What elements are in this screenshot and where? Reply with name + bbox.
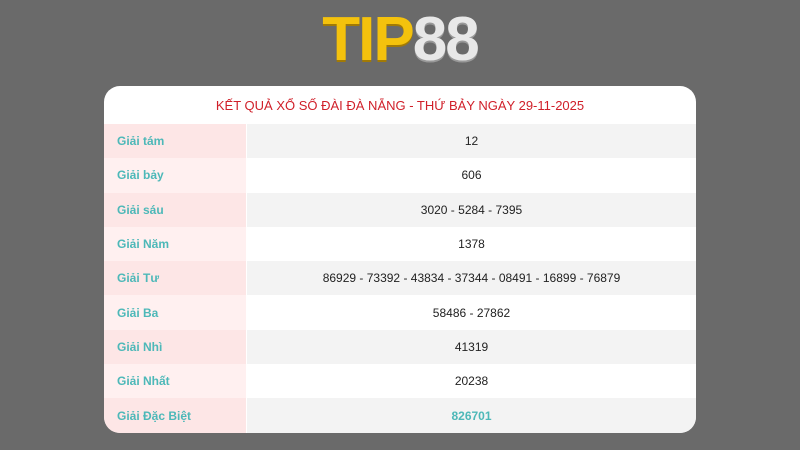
prize-value: 12 [247, 124, 696, 159]
table-row: Giải tám 12 [104, 124, 696, 159]
table-row: Giải sáu 3020 - 5284 - 7395 [104, 192, 696, 227]
prize-value: 86929 - 73392 - 43834 - 37344 - 08491 - … [247, 261, 696, 296]
table-body: Giải tám 12 Giải bảy 606 Giải sáu 3020 - 52… [104, 124, 696, 433]
prize-label: Giải bảy [104, 158, 247, 193]
prize-label: Giải Năm [104, 226, 247, 262]
prize-label: Giải Đặc Biệt [104, 398, 247, 433]
prize-value: 1378 [247, 226, 696, 262]
table-row-special: Giải Đặc Biệt 826701 [104, 398, 696, 433]
table-row: Giải Nhất 20238 [104, 364, 696, 399]
table-row: Giải Ba 58486 - 27862 [104, 295, 696, 330]
table-row: Giải Nhì 41319 [104, 329, 696, 365]
prize-label: Giải Tư [104, 261, 247, 296]
logo-tip: TIP [322, 4, 414, 74]
prize-value: 3020 - 5284 - 7395 [247, 192, 696, 227]
prize-value: 58486 - 27862 [247, 295, 696, 330]
prize-label: Giải Ba [104, 295, 247, 330]
prize-value: 606 [247, 158, 696, 193]
table-title: KẾT QUẢ XỔ SỐ ĐÀI ĐÀ NẴNG - THỨ BẢY NGÀY… [215, 97, 585, 113]
special-prize-value: 826701 [247, 398, 696, 433]
logo-88: 88 [412, 4, 480, 74]
table-row: Giải bảy 606 [104, 158, 696, 193]
prize-label: Giải tám [104, 124, 247, 159]
tip88-logo: TIP 88 [300, 4, 500, 74]
prize-value: 20238 [247, 364, 696, 399]
prize-value: 41319 [247, 329, 696, 365]
table-row: Giải Tư 86929 - 73392 - 43834 - 37344 - 0… [104, 261, 696, 296]
table-row: Giải Năm 1378 [104, 226, 696, 262]
prize-label: Giải Nhất [104, 364, 247, 399]
prize-label: Giải Nhì [104, 329, 247, 365]
lottery-results-table: KẾT QUẢ XỔ SỐ ĐÀI ĐÀ NẴNG - THỨ BẢY NGÀY… [104, 86, 696, 433]
prize-label: Giải sáu [104, 192, 247, 227]
